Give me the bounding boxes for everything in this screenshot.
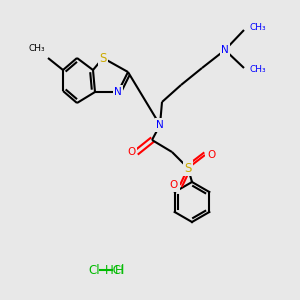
Text: CH₃: CH₃ xyxy=(249,23,266,32)
Text: Cl: Cl xyxy=(88,263,100,277)
Text: N: N xyxy=(156,120,164,130)
Text: H: H xyxy=(115,263,124,277)
Text: CH₃: CH₃ xyxy=(28,44,45,53)
Text: S: S xyxy=(184,161,192,175)
Text: N: N xyxy=(221,45,229,55)
Text: HCl: HCl xyxy=(105,263,125,277)
Text: O: O xyxy=(207,150,215,160)
Text: O: O xyxy=(170,180,178,190)
Text: O: O xyxy=(127,147,135,157)
Text: N: N xyxy=(114,87,122,97)
Text: S: S xyxy=(99,52,107,64)
Text: CH₃: CH₃ xyxy=(249,65,266,74)
